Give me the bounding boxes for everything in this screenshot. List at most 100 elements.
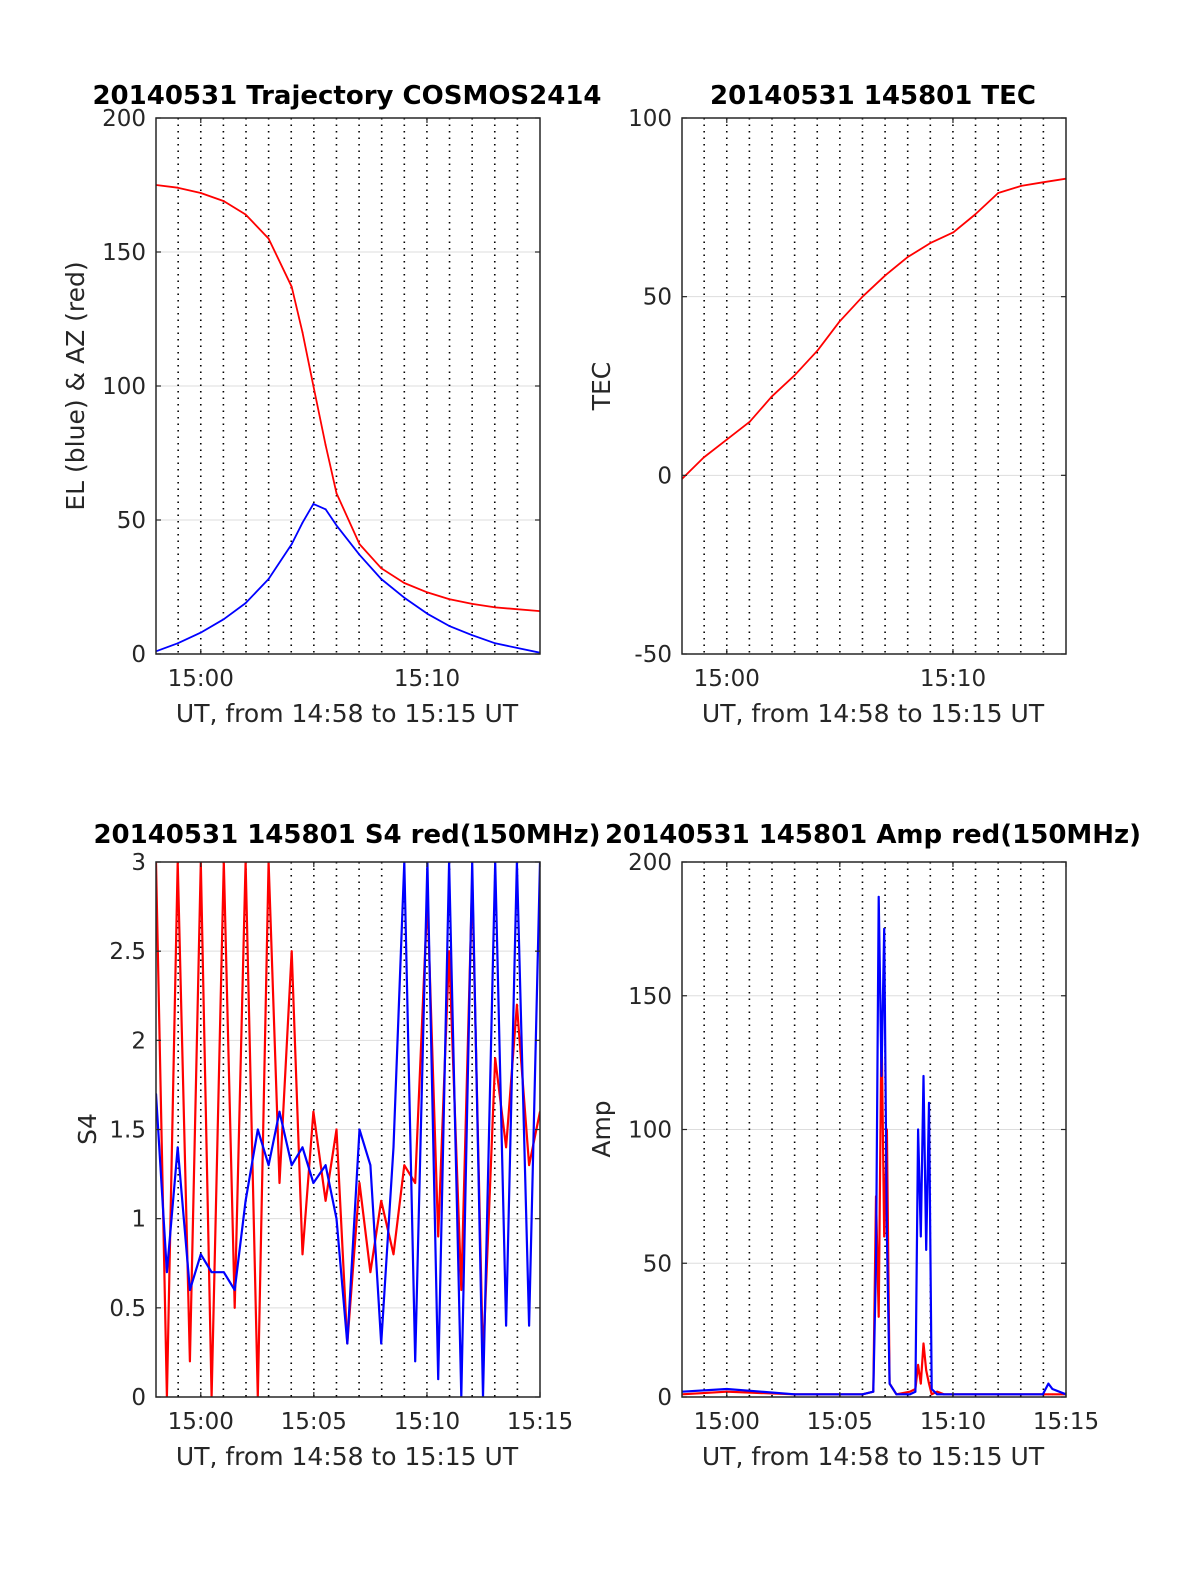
- x-axis-label: UT, from 14:58 to 15:15 UT: [176, 1442, 519, 1471]
- y-tick-label: 0: [131, 642, 146, 668]
- data-point: [877, 1315, 880, 1318]
- data-point: [505, 1324, 507, 1327]
- data-point: [793, 1393, 796, 1396]
- data-point: [1042, 181, 1044, 184]
- data-point: [925, 1369, 928, 1372]
- data-point: [471, 602, 474, 605]
- data-point: [403, 1164, 406, 1167]
- data-point: [267, 578, 270, 580]
- data-point: [301, 1146, 304, 1149]
- data-point: [437, 1235, 440, 1238]
- y-tick-label: 50: [643, 285, 672, 311]
- data-point: [919, 1382, 922, 1385]
- data-point: [189, 1360, 191, 1363]
- s4-panel: 20140531 145801 S4 red(150MHz) UT, from …: [73, 820, 601, 1471]
- data-point: [301, 521, 304, 524]
- axes-frame: [681, 117, 1067, 655]
- data-point: [1051, 1393, 1054, 1396]
- data-point: [1020, 184, 1023, 187]
- data-point: [324, 444, 327, 446]
- data-point: [936, 1390, 938, 1393]
- data-point: [922, 1342, 925, 1345]
- data-point: [528, 1164, 531, 1167]
- amp-panel: 20140531 145801 Amp red(150MHz) UT, from…: [587, 820, 1141, 1471]
- x-tick-label: 15:00: [694, 666, 760, 692]
- y-tick-label: 100: [628, 1118, 672, 1144]
- data-point: [528, 1324, 531, 1327]
- data-point: [1047, 1393, 1050, 1396]
- data-point: [838, 320, 841, 323]
- data-point: [335, 1217, 338, 1220]
- data-point: [702, 456, 705, 459]
- chart-title: 20140531 145801 Amp red(150MHz): [605, 820, 1141, 850]
- data-point: [244, 602, 247, 604]
- data-point: [414, 1182, 417, 1184]
- data-point: [725, 438, 728, 441]
- y-tick-label: 50: [117, 508, 146, 534]
- y-tick-label: 0: [131, 1385, 146, 1411]
- data-point: [877, 895, 880, 898]
- data-point: [301, 1253, 304, 1256]
- data-point: [437, 1378, 440, 1381]
- data-point: [748, 420, 751, 423]
- x-axis-label: UT, from 14:58 to 15:15 UT: [702, 699, 1045, 728]
- data-point: [922, 1075, 925, 1077]
- y-axis-label: EL (blue) & AZ (red): [61, 261, 90, 510]
- data-point: [494, 1057, 497, 1060]
- y-tick-label: 2.5: [109, 939, 146, 965]
- data-point: [369, 1164, 372, 1167]
- y-tick-label: 3: [131, 850, 146, 876]
- chart-title: 20140531 145801 S4 red(150MHz): [93, 820, 600, 850]
- data-point: [914, 1390, 917, 1393]
- data-point: [358, 1128, 361, 1131]
- data-point: [324, 1164, 327, 1167]
- data-point: [930, 1393, 933, 1396]
- data-point: [1042, 1393, 1044, 1396]
- data-point: [358, 1182, 361, 1184]
- data-point: [448, 624, 450, 627]
- data-point: [885, 1235, 888, 1238]
- data-point: [290, 1164, 293, 1167]
- y-axis-label: S4: [73, 1113, 102, 1145]
- data-point: [176, 1146, 179, 1149]
- data-point: [165, 1271, 168, 1274]
- data-point: [290, 285, 293, 288]
- data-point: [278, 1110, 281, 1113]
- data-point: [380, 1199, 383, 1202]
- data-point: [494, 606, 497, 609]
- data-point: [770, 395, 773, 398]
- data-point: [883, 1235, 886, 1238]
- data-point: [426, 591, 429, 594]
- data-point: [414, 1360, 417, 1363]
- y-tick-label: 100: [628, 106, 672, 132]
- plot-background: [682, 118, 1066, 654]
- y-tick-label: 150: [628, 984, 672, 1010]
- trajectory-panel: 20140531 Trajectory COSMOS2414 UT, from …: [61, 81, 602, 728]
- data-point: [872, 1390, 875, 1393]
- y-tick-label: -50: [634, 642, 672, 668]
- data-point: [919, 1235, 922, 1238]
- data-point: [324, 1199, 327, 1202]
- data-point: [861, 1393, 864, 1396]
- y-axis-label: Amp: [587, 1100, 616, 1157]
- data-point: [346, 1342, 349, 1345]
- data-point: [494, 642, 497, 645]
- data-point: [505, 1146, 507, 1149]
- data-point: [997, 1393, 1000, 1396]
- data-point: [1051, 1388, 1054, 1390]
- data-point: [403, 582, 406, 584]
- y-tick-label: 0: [657, 1385, 672, 1411]
- data-point: [895, 1393, 898, 1396]
- x-tick-label: 15:10: [394, 666, 460, 692]
- data-point: [222, 200, 225, 202]
- x-axis-label: UT, from 14:58 to 15:15 UT: [176, 699, 519, 728]
- data-point: [880, 1075, 883, 1077]
- x-tick-label: 15:10: [394, 1409, 460, 1435]
- series-line: [682, 177, 1066, 480]
- data-point: [888, 1382, 891, 1385]
- x-tick-label: 15:00: [168, 666, 234, 692]
- y-tick-label: 1.5: [109, 1118, 146, 1144]
- data-point: [222, 618, 225, 621]
- x-tick-label: 15:10: [920, 1409, 986, 1435]
